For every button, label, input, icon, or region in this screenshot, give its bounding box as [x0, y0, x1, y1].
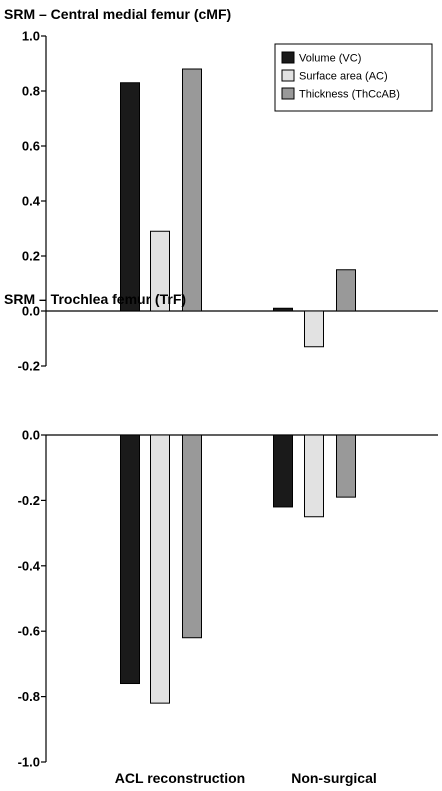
legend-label: Surface area (AC) [299, 71, 388, 83]
y-tick-label: 0.4 [22, 194, 41, 209]
y-tick-label: 1.0 [22, 29, 40, 44]
bar [120, 434, 140, 685]
y-tick-label: 0.0 [22, 304, 40, 319]
legend-swatch [281, 87, 295, 100]
y-tick-label: -1.0 [18, 755, 40, 770]
category-label: Non-surgical [291, 770, 377, 786]
y-tick-label: -0.4 [18, 558, 41, 573]
y-tick-label: 0.8 [22, 84, 40, 99]
legend-label: Thickness (ThCcAB) [299, 89, 400, 101]
chart-central-medial-femur: SRM – Central medial femur (cMF) -0.2 0.0 0… [4, 6, 438, 374]
bar [304, 310, 324, 348]
legend-swatch [281, 51, 295, 64]
y-tick-label: 0.6 [22, 139, 40, 154]
legend-swatch [281, 69, 295, 82]
y-tick-label: -0.2 [18, 493, 40, 508]
bar [120, 82, 140, 312]
chart-title: SRM – Trochlea femur (TrF) [4, 291, 186, 307]
y-tick-label: 0.2 [22, 249, 40, 264]
bar [273, 307, 293, 312]
category-label: ACL reconstruction [115, 770, 245, 786]
bar [273, 434, 293, 508]
y-tick-label: -0.2 [18, 359, 40, 374]
legend-box [274, 43, 433, 112]
y-tick-label: 0.0 [22, 428, 40, 443]
y-tick-label: -0.8 [18, 689, 40, 704]
bar [304, 434, 324, 518]
y-tick-label: -0.6 [18, 624, 40, 639]
legend: Volume (VC) Surface area (AC) Thickness (T… [274, 43, 433, 112]
bar [150, 434, 170, 704]
chart-trochlea-femur: SRM – Trochlea femur (TrF) -1.0 -0.8 -0.6 -0… [4, 291, 438, 770]
chart-title: SRM – Central medial femur (cMF) [4, 6, 231, 22]
bar [182, 434, 202, 639]
bar [150, 230, 170, 312]
legend-label: Volume (VC) [299, 53, 361, 65]
bar [182, 68, 202, 312]
bar [336, 434, 356, 498]
category-labels: ACL reconstruction Non-surgical [115, 770, 377, 786]
bar [336, 269, 356, 312]
